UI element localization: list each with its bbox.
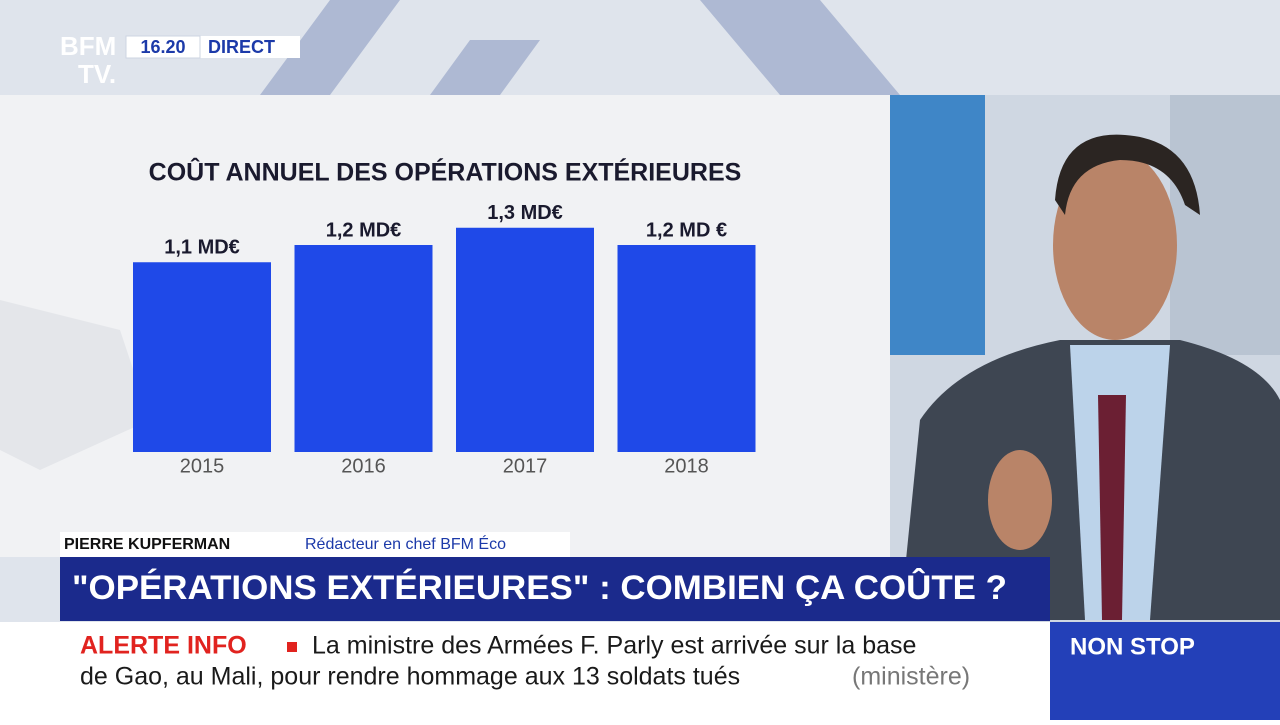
clock-box (125, 35, 201, 59)
live-label: DIRECT (208, 37, 275, 57)
bar (294, 245, 433, 452)
ticker-line: de Gao, au Mali, pour rendre hommage aux… (80, 663, 740, 691)
value-label: 1,3 MD€ (487, 202, 563, 224)
x-tick-label: 2018 (664, 455, 709, 477)
channel-label: NON STOP (1070, 633, 1195, 660)
ticker-band (0, 622, 1050, 720)
bar (456, 227, 594, 452)
channel-box (1050, 622, 1280, 720)
speaker-name: PIERRE KUPFERMAN (64, 536, 230, 553)
value-label: 1,1 MD€ (164, 237, 240, 259)
speaker-strip (60, 532, 570, 557)
logo-bottom: TV. (78, 59, 116, 89)
alert-square (287, 642, 297, 652)
presenter-hand (988, 450, 1052, 550)
studio-panel (1170, 95, 1280, 355)
panel-watermark (0, 300, 150, 470)
chart: 1,1 MD€ 2015 1,2 MD€ 2016 1,3 MD€ 2017 1,2 MD … (133, 202, 756, 477)
value-label: 1,2 MD € (646, 219, 727, 241)
ticker-line: La ministre des Armées F. Parly est arri… (312, 632, 916, 660)
presenter-tie (1098, 395, 1126, 620)
value-label: 1,2 MD€ (326, 219, 402, 241)
headline-bar (60, 557, 1050, 621)
logo-top: BFM (60, 31, 116, 61)
x-tick-label: 2017 (503, 455, 548, 477)
bar (133, 262, 271, 452)
x-tick-label: 2015 (180, 455, 225, 477)
studio-panel (890, 95, 985, 355)
presenter-face (1053, 150, 1177, 340)
x-tick-label: 2016 (341, 455, 386, 477)
backdrop-shape (260, 0, 900, 95)
alert-label: ALERTE INFO (80, 632, 247, 660)
chart-title: COÛT ANNUEL DES OPÉRATIONS EXTÉRIEURES (149, 157, 742, 187)
clock: 16.20 (140, 37, 185, 57)
headline: "OPÉRATIONS EXTÉRIEURES" : COMBIEN ÇA CO… (72, 568, 1007, 607)
presenter-hair (1055, 134, 1200, 215)
ticker-source: (ministère) (852, 663, 970, 691)
speaker-role: Rédacteur en chef BFM Éco (305, 534, 506, 553)
bar (617, 245, 756, 452)
